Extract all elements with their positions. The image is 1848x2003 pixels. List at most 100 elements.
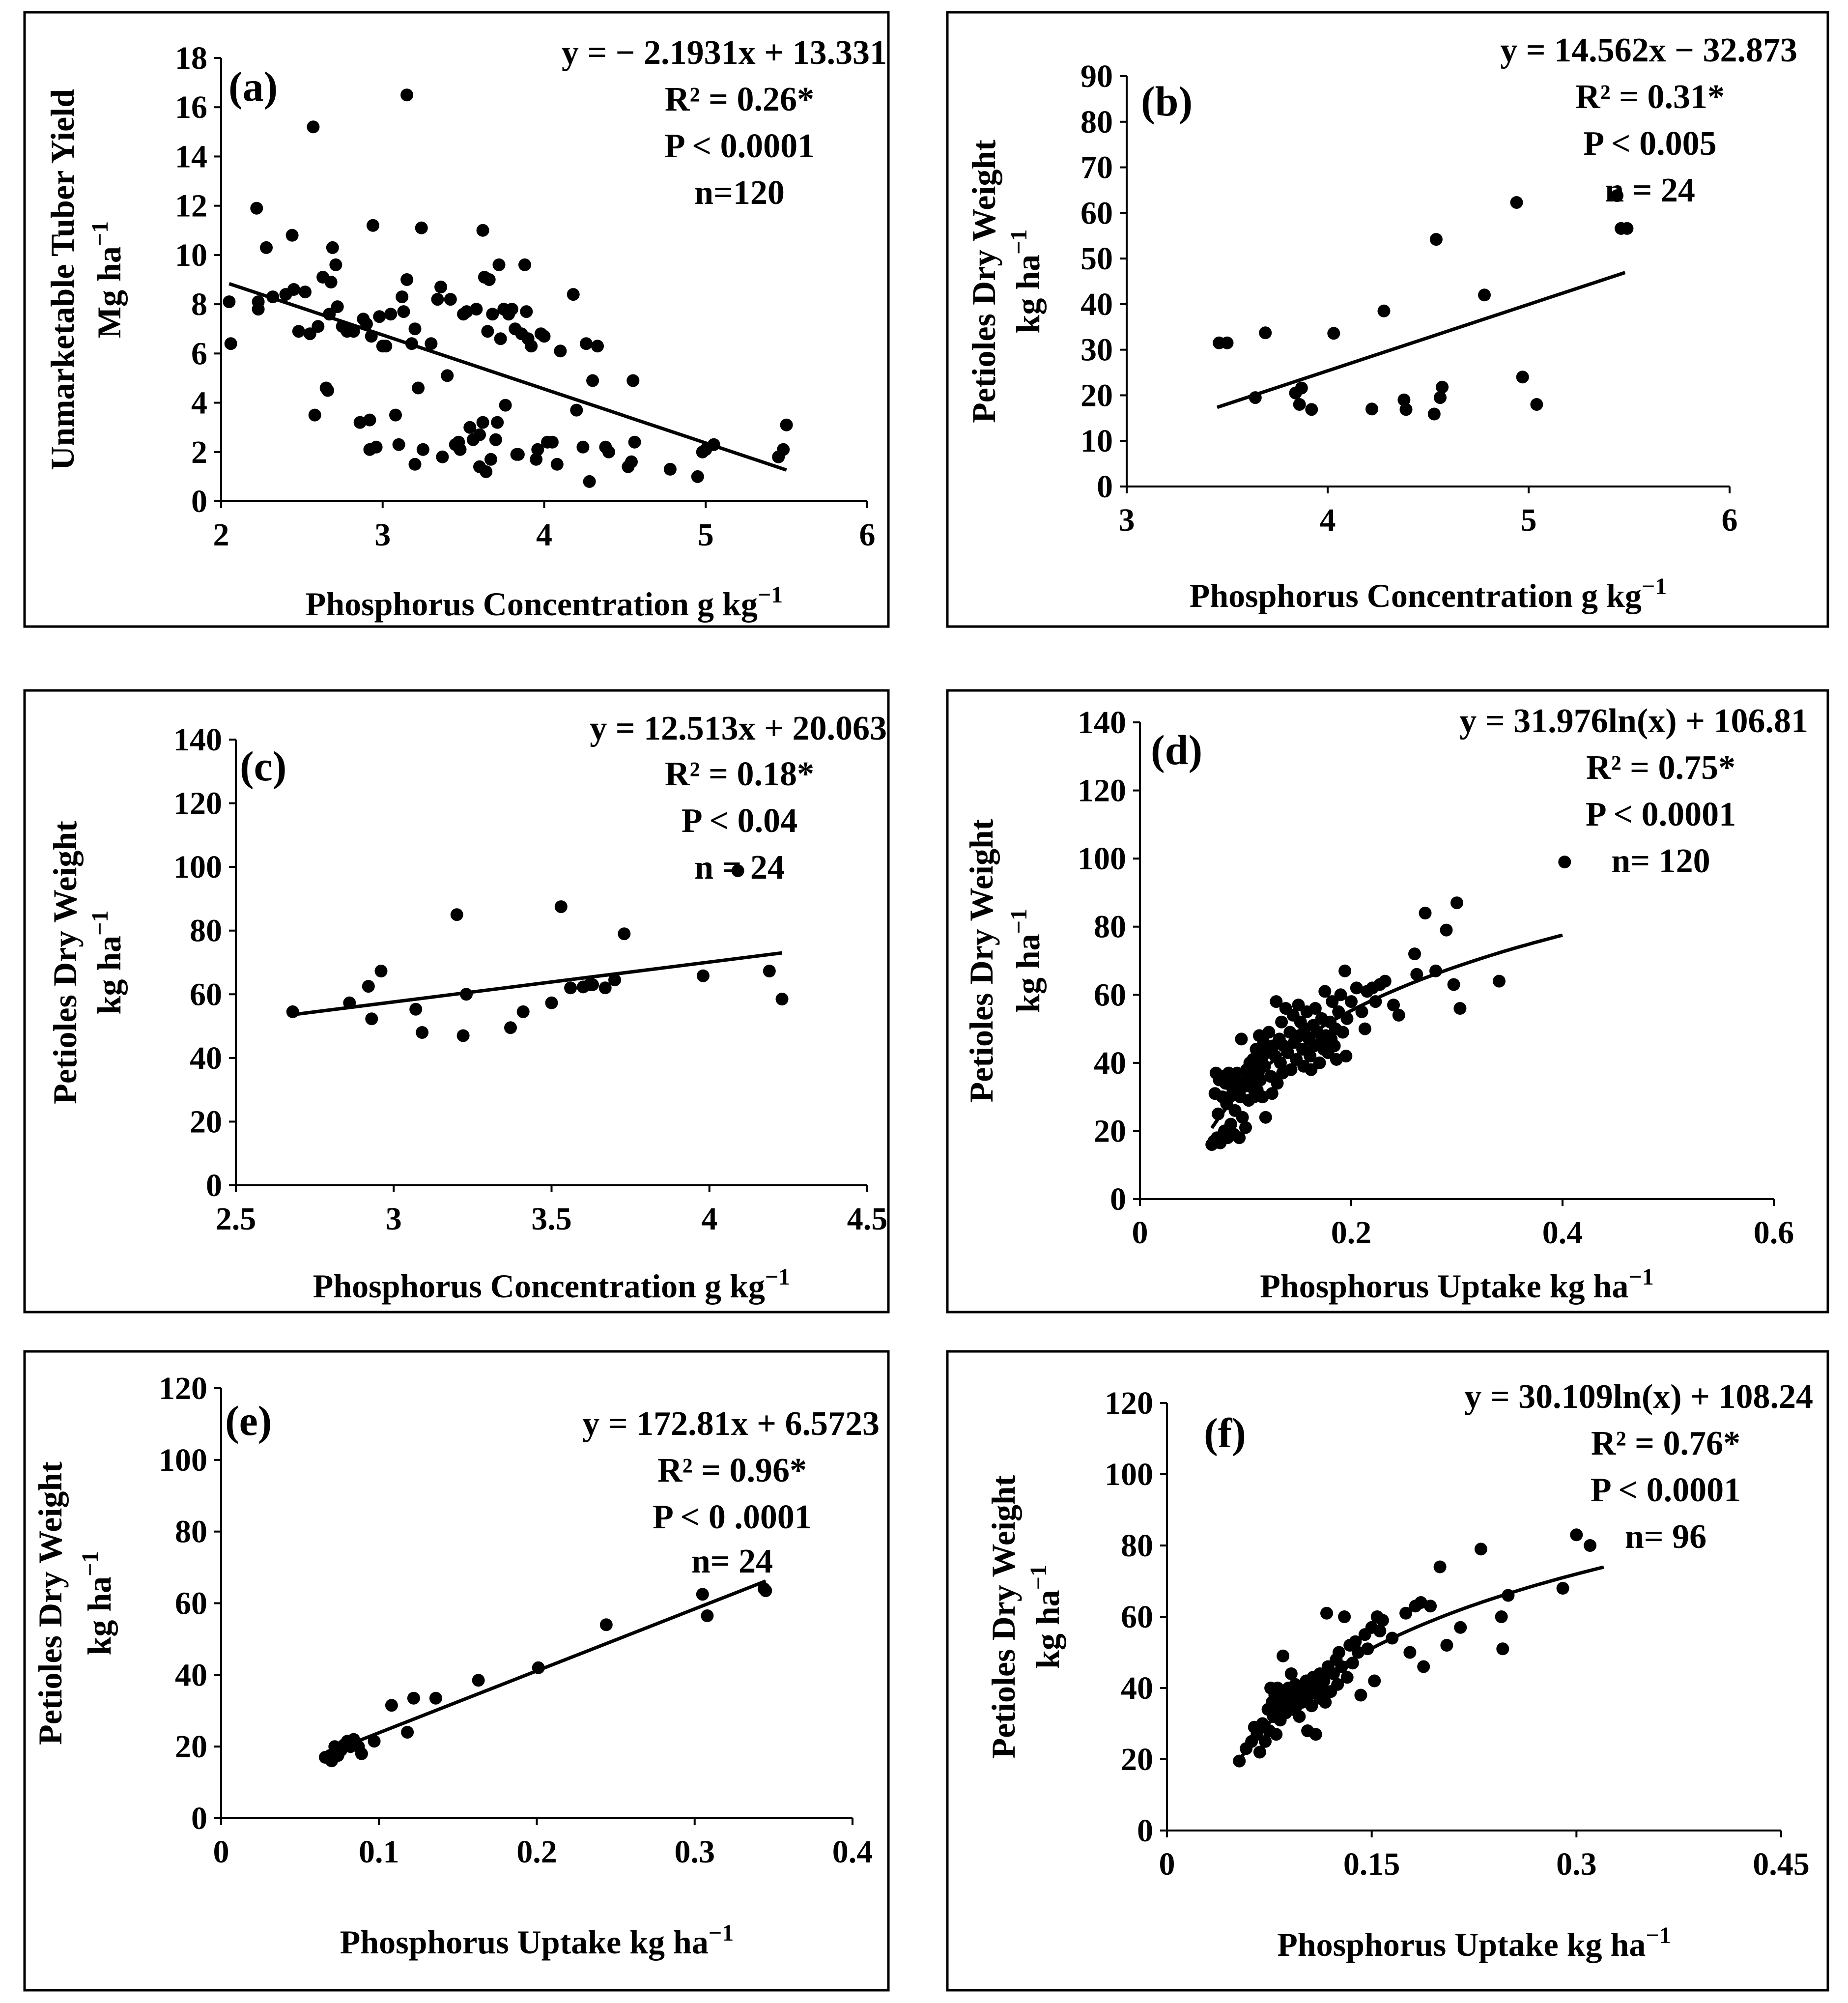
data-point	[374, 965, 388, 977]
y-tick-label: 0	[191, 484, 207, 519]
data-point	[530, 453, 543, 466]
y-tick-label: 16	[175, 89, 207, 125]
data-point	[701, 1609, 714, 1622]
y-tick-label: 140	[173, 722, 222, 758]
data-point	[567, 288, 580, 301]
data-point	[408, 322, 422, 336]
y-tick-label: 100	[1078, 841, 1126, 877]
data-point	[472, 1674, 485, 1687]
x-tick-label: 3	[1119, 502, 1135, 538]
x-tick-label: 4.5	[847, 1201, 888, 1237]
data-point	[486, 308, 499, 321]
data-point	[441, 369, 454, 382]
data-point	[1265, 1087, 1279, 1100]
data-point	[1611, 189, 1623, 202]
y-tick-label: 4	[191, 385, 207, 421]
y-tick-label: 80	[1121, 1528, 1153, 1564]
data-point	[1450, 896, 1463, 910]
data-point	[550, 458, 564, 471]
p-value: P < 0.0001	[664, 127, 815, 165]
data-point	[564, 981, 577, 995]
regression-equation: y = 31.976ln(x) + 106.81	[1459, 702, 1808, 740]
data-point	[223, 295, 236, 309]
sample-size: n= 96	[1625, 1518, 1706, 1556]
data-point	[323, 308, 336, 321]
data-point	[481, 325, 494, 338]
x-tick-label: 5	[1521, 502, 1537, 538]
data-point	[1417, 1660, 1430, 1673]
panel-label: (e)	[225, 1397, 272, 1444]
data-point	[1318, 985, 1332, 998]
y-axis-title: Petioles Dry Weight	[46, 821, 84, 1104]
data-point	[1355, 1005, 1368, 1018]
data-point	[777, 443, 790, 456]
y-tick-label: 0	[1137, 1813, 1153, 1849]
data-point	[1493, 974, 1506, 988]
data-point	[1271, 1077, 1284, 1090]
data-point	[492, 258, 506, 271]
data-point	[1284, 1667, 1298, 1680]
data-point	[1333, 1646, 1345, 1659]
data-point	[476, 224, 489, 237]
data-point	[1346, 1657, 1359, 1670]
y-tick-label: 14	[175, 139, 207, 174]
data-point	[1365, 402, 1378, 416]
data-point	[1453, 1002, 1467, 1015]
data-point	[1373, 1625, 1387, 1637]
y-tick-label: 20	[1121, 1742, 1153, 1777]
trend-line	[228, 282, 787, 472]
data-point	[1305, 1699, 1318, 1713]
data-point	[365, 330, 378, 343]
x-axis-title: Phosphorus Concentration g kg−1	[306, 582, 783, 623]
data-point	[1270, 995, 1283, 1008]
data-point	[570, 403, 583, 417]
data-point	[1328, 1039, 1341, 1053]
data-point	[373, 310, 386, 323]
data-point	[331, 300, 344, 314]
p-value: P < 0.005	[1583, 125, 1716, 163]
data-point	[1340, 1012, 1354, 1025]
y-tick-label: 18	[175, 40, 207, 76]
y-axis-title: Petioles Dry Weight	[31, 1461, 69, 1745]
data-point	[1510, 196, 1523, 209]
data-point	[1419, 907, 1432, 919]
y-tick-label: 120	[1105, 1385, 1153, 1421]
data-point	[1440, 1639, 1453, 1652]
x-axis-title: Phosphorus Uptake kg ha−1	[340, 1920, 734, 1961]
data-point	[531, 443, 544, 456]
data-point	[1304, 1050, 1317, 1062]
y-axis-unit: Mg ha−1	[87, 221, 128, 338]
y-tick-label: 10	[175, 237, 207, 273]
y-tick-label: 40	[175, 1657, 207, 1693]
x-tick-label: 0.3	[675, 1834, 715, 1870]
data-point	[1558, 856, 1571, 869]
data-point	[1429, 964, 1442, 977]
y-tick-label: 40	[1094, 1045, 1126, 1081]
data-point	[476, 416, 489, 429]
y-tick-label: 60	[175, 1586, 207, 1622]
data-point	[436, 450, 449, 463]
y-tick-label: 70	[1080, 150, 1113, 186]
y-axis-title: Petioles Dry Weight	[965, 140, 1002, 423]
y-tick-label: 120	[159, 1371, 207, 1406]
y-tick-label: 10	[1080, 423, 1113, 459]
data-point	[1277, 1649, 1290, 1662]
data-point	[1429, 233, 1443, 246]
data-point	[1376, 1614, 1389, 1627]
data-point	[1320, 1606, 1333, 1620]
panel-label: (c)	[240, 743, 286, 790]
data-point	[516, 1005, 530, 1018]
panel-b: 0 10 20 30 40 50 60 70 80 90 3 4 5 6 Phosphorus Concen…	[946, 11, 1829, 628]
data-point	[1254, 1073, 1267, 1087]
data-point	[409, 1002, 423, 1016]
data-point	[1433, 1560, 1447, 1574]
regression-equation: y = 30.109ln(x) + 108.24	[1464, 1378, 1813, 1416]
data-point	[379, 340, 393, 353]
data-point	[1259, 1111, 1272, 1124]
trend-line	[1210, 933, 1563, 1129]
data-point	[520, 305, 533, 318]
data-point	[1262, 1026, 1276, 1039]
data-point	[470, 303, 483, 316]
data-point	[1224, 1117, 1237, 1131]
data-point	[780, 418, 793, 431]
